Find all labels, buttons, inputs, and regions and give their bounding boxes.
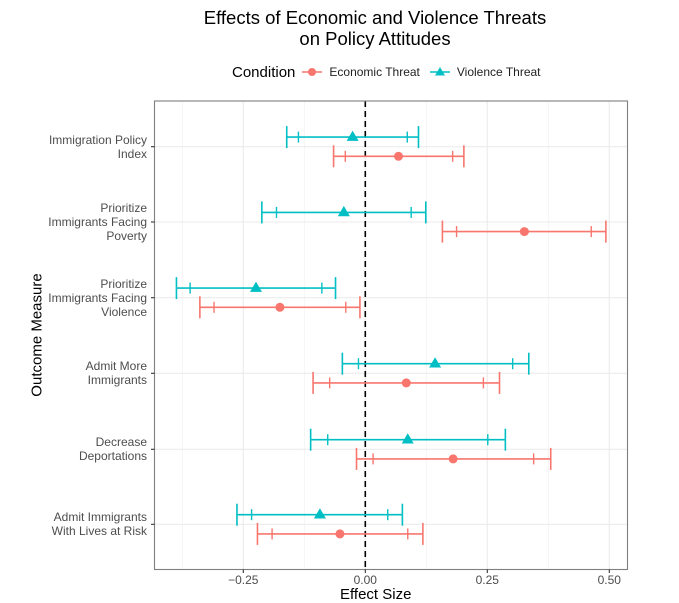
economic-point: [519, 227, 529, 237]
violence-point: [429, 357, 442, 368]
x-tick-label: 0.25: [475, 573, 499, 587]
y-tick-label-line: Admit More: [85, 359, 147, 374]
y-axis-title: Outcome Measure: [28, 273, 46, 397]
y-tick-label: Decrease Deportations: [79, 435, 147, 463]
violence-point: [401, 433, 414, 444]
legend-item-economic: Economic Threat: [301, 65, 420, 79]
economic-point: [448, 454, 458, 464]
y-tick-label-line: Violence: [101, 304, 147, 319]
x-tick-label: 0.50: [597, 573, 621, 587]
y-tick-label-line: With Lives at Risk: [51, 524, 147, 539]
y-tick-label: Admit Immigrants With Lives at Risk: [52, 510, 147, 538]
violence-point: [313, 508, 326, 519]
economic-point: [335, 529, 345, 539]
y-tick-label-line: Prioritize: [100, 201, 147, 215]
legend-item-violence: Violence Threat: [429, 65, 541, 79]
y-tick-label-line: Decrease: [95, 435, 147, 450]
violence-point: [337, 205, 350, 217]
chart-title: Effects of Economic and Violence Threats…: [150, 7, 600, 49]
y-tick-label-line: Deportations: [78, 449, 147, 464]
economic-point: [393, 151, 403, 161]
chart-title-line-1: Effects of Economic and Violence Threats: [203, 7, 547, 28]
economic-point: [275, 302, 285, 312]
y-tick-label: Immigration Policy Index: [49, 133, 147, 161]
legend-title: Condition: [232, 63, 296, 81]
y-tick-label-line: Immigration Policy: [48, 132, 147, 147]
economic-point: [401, 378, 411, 388]
violence-point: [346, 130, 359, 141]
panel-background: [154, 101, 628, 570]
y-tick-label-line: Immigrants: [87, 373, 147, 388]
legend: Condition Economic Threat Violence Threa…: [232, 62, 550, 82]
x-tick-label: −0.25: [228, 573, 259, 587]
y-tick-label-line: Immigrants Facing: [48, 290, 147, 305]
y-tick-label-line: Poverty: [106, 229, 147, 243]
chart-title-line-2: on Policy Attitudes: [299, 28, 451, 49]
y-tick-label: Admit More Immigrants: [86, 359, 147, 387]
y-tick-label-line: Prioritize: [100, 276, 147, 291]
y-tick-label-line: Index: [117, 146, 147, 161]
violence-point: [249, 281, 262, 292]
y-tick-label: Prioritize Immigrants Facing Violence: [48, 277, 147, 319]
triangle-marker-icon: [429, 67, 450, 76]
legend-label-violence: Violence Threat: [456, 65, 541, 79]
y-tick-label-line: Immigrants Facing: [48, 215, 147, 229]
circle-marker-icon: [302, 68, 323, 76]
x-axis-title: Effect Size: [340, 586, 412, 603]
legend-label-economic: Economic Threat: [329, 65, 420, 79]
x-tick-label: 0.00: [353, 573, 377, 587]
y-tick-label-line: Admit Immigrants: [53, 510, 147, 525]
panel-border: [153, 100, 629, 571]
y-tick-label: Prioritize Immigrants Facing Poverty: [48, 201, 147, 243]
